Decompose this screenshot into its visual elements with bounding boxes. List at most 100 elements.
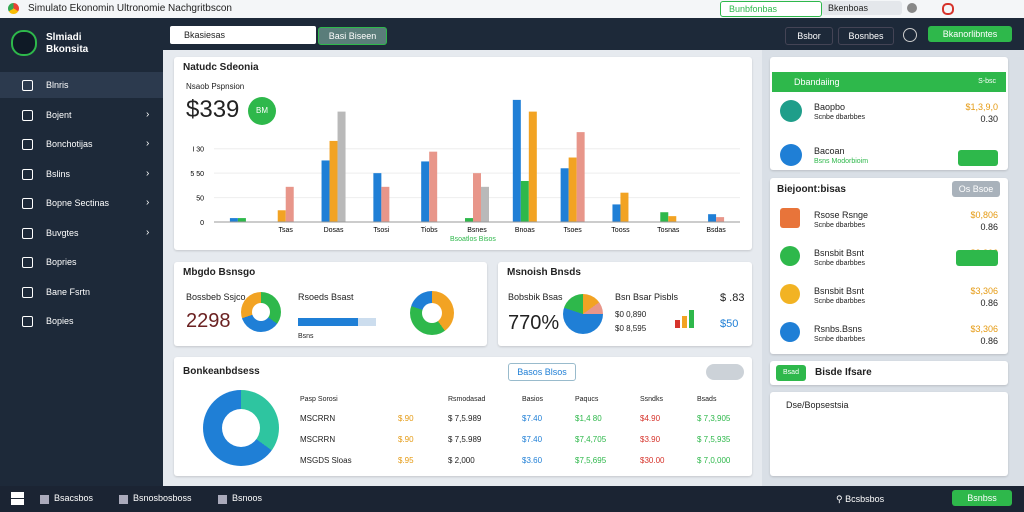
- pie: [563, 294, 603, 334]
- task-label[interactable]: Bsnosbosboss: [133, 493, 192, 503]
- task-label[interactable]: Bsacsbos: [54, 493, 94, 503]
- top-button[interactable]: Bsbor: [785, 27, 833, 45]
- tab-title: Simulato Ekonomin Ultronomie Nachgritbsc…: [28, 3, 232, 14]
- table-cell: $ 7,5.989: [448, 414, 482, 423]
- sidebar-item[interactable]: Bopries: [0, 249, 163, 275]
- item-value2: 0.30: [980, 114, 998, 124]
- bar: [285, 186, 294, 222]
- browser-icon[interactable]: [942, 3, 954, 15]
- amount: $50: [720, 318, 739, 330]
- start-button[interactable]: [11, 492, 24, 505]
- browser-search[interactable]: Bkenboas: [822, 1, 902, 15]
- sidebar-item[interactable]: Buvgtes ›: [0, 220, 163, 246]
- table-header: Ssndks: [640, 396, 663, 403]
- bar: [381, 186, 390, 222]
- sidebar-item[interactable]: Blnris: [0, 72, 163, 98]
- y-tick-label: 50: [196, 196, 204, 203]
- table-cell: $ 7,5,935: [697, 435, 731, 444]
- item-icon: [780, 246, 800, 266]
- bar: [373, 173, 382, 222]
- label: Bsn Bsar Pisbls: [615, 292, 679, 302]
- item-value: $0,806: [970, 210, 998, 220]
- big-value: 770%: [508, 312, 560, 334]
- chevron: ›: [146, 226, 150, 238]
- item-sub: Scnbe dbarbbes: [814, 114, 865, 121]
- section-button[interactable]: Os Bsoe: [952, 181, 1000, 197]
- icon-bar: [682, 316, 687, 328]
- item-name: Bsnsbit Bsnt: [814, 248, 865, 258]
- task-label[interactable]: Bsnoos: [232, 493, 263, 503]
- top-button[interactable]: Bosnbes: [838, 27, 894, 45]
- y-tick-label: I 30: [192, 147, 204, 154]
- item-sub: Scnbe dbarbbes: [814, 222, 865, 229]
- bar: [329, 140, 338, 222]
- address-bar[interactable]: Bunbfonbas: [720, 1, 822, 17]
- chart-footnote: Bsoatlos Bisos: [450, 236, 496, 243]
- table-cell: $.95: [398, 456, 414, 465]
- search-text: Bcsbsbos: [845, 494, 885, 504]
- sidebar-item[interactable]: Bopies: [0, 308, 163, 334]
- table-header: Basios: [522, 396, 544, 403]
- table-cell: $7,4,705: [575, 435, 607, 444]
- sidebar-label: Bonchotijas: [46, 139, 93, 149]
- sidebar-label: Buvgtes: [46, 227, 79, 238]
- x-tick-label: Bsnes: [467, 227, 487, 234]
- item-icon: [780, 284, 800, 304]
- item-value: $1,3,9,0: [965, 102, 998, 112]
- table-header: Bsads: [697, 396, 717, 403]
- item-value2: 0.86: [980, 336, 998, 346]
- header-tag: S-bsc: [978, 78, 996, 85]
- task-icon: [40, 495, 49, 504]
- taskbar: [0, 486, 1024, 512]
- item-value: $3,306: [970, 286, 998, 296]
- bar: [620, 192, 629, 222]
- sidebar-icon: [22, 257, 33, 268]
- toggle[interactable]: [706, 364, 744, 380]
- table-cell: $7.40: [522, 435, 543, 444]
- chevron: ›: [146, 138, 150, 149]
- sidebar-item[interactable]: Bopne Sectinas ›: [0, 190, 163, 216]
- item-button[interactable]: [958, 150, 998, 166]
- label: Rsoeds Bsast: [298, 292, 354, 302]
- sidebar: [0, 50, 163, 486]
- label: Bossbeb Ssjco: [186, 292, 246, 302]
- bar-chart: 0 50 5 50 I 30 Tsas Dosas Tsosi Tiobs Bsnes Bnoas…: [190, 99, 740, 234]
- task-search[interactable]: ⚲ Bcsbsbos: [836, 494, 884, 505]
- search-box[interactable]: Bkasiesas: [170, 26, 316, 44]
- browser-icon[interactable]: [907, 3, 917, 13]
- amount: $ .83: [720, 292, 745, 304]
- sidebar-item[interactable]: Bane Fsrtn: [0, 279, 163, 305]
- sidebar-icon: [22, 286, 33, 298]
- card-title: Mbgdo Bsnsgo: [183, 267, 256, 278]
- bar: [429, 151, 438, 222]
- task-icon: [119, 495, 128, 504]
- item-sub: Bsns Modorbioim: [814, 158, 869, 165]
- item-button[interactable]: [956, 250, 998, 266]
- bar: [520, 180, 529, 222]
- task-button[interactable]: Bsnbss: [952, 490, 1012, 506]
- sidebar-item[interactable]: Bonchotijas ›: [0, 131, 163, 157]
- line-text: $0 0,890: [615, 310, 647, 319]
- table-cell: $7.40: [522, 414, 543, 423]
- green-button[interactable]: Bkanorlibntes: [928, 26, 1012, 42]
- sidebar-label: Blnris: [46, 80, 69, 90]
- icon[interactable]: [903, 28, 917, 42]
- task-icon: [218, 495, 227, 504]
- progress-fill: [298, 318, 358, 326]
- donut: [410, 291, 454, 335]
- table-button[interactable]: Basos Blsos: [508, 363, 576, 381]
- big-value: 2298: [186, 310, 231, 332]
- table-cell: $ 7,3,905: [697, 414, 731, 423]
- badge: BM: [248, 97, 276, 125]
- table-cell: $3.90: [640, 435, 661, 444]
- header-text: Dbandaiing: [794, 77, 840, 87]
- tab-button[interactable]: Basi Biseen: [318, 27, 387, 45]
- right-card: [770, 178, 1008, 354]
- sidebar-item[interactable]: Bojent ›: [0, 102, 163, 128]
- table-header: Paqucs: [575, 396, 599, 403]
- sidebar-item[interactable]: Bslins ›: [0, 161, 163, 187]
- table-cell: $7,5,695: [575, 456, 607, 465]
- bar: [568, 157, 577, 222]
- x-tick-label: Tsoes: [563, 227, 582, 234]
- bar: [560, 168, 569, 222]
